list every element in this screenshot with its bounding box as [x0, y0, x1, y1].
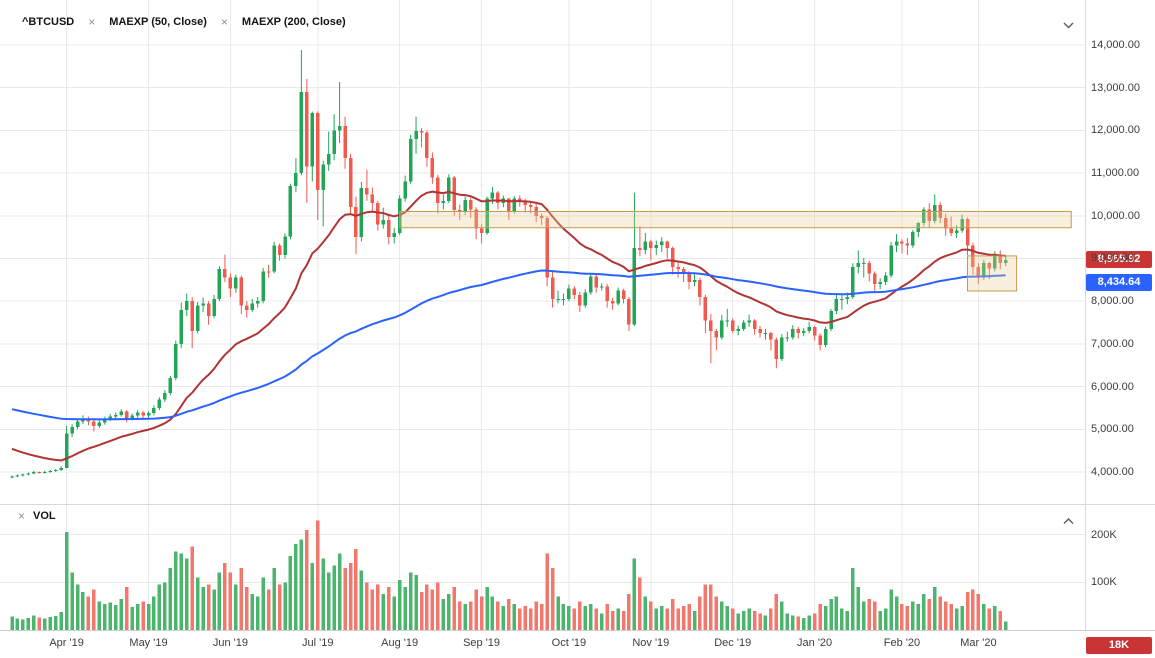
volume-bars[interactable]: [10, 520, 1008, 630]
volume-legend: × VOL: [18, 510, 56, 522]
time-axis-label: Mar '20: [960, 637, 997, 649]
price-axis-label: 14,000.00: [1091, 38, 1140, 51]
volume-axis-label: 100K: [1091, 576, 1117, 589]
time-axis-label: Dec '19: [714, 637, 752, 649]
time-axis-label: Sep '19: [463, 637, 501, 649]
volume-indicator-label[interactable]: VOL: [33, 510, 56, 522]
chevron-down-icon[interactable]: [1061, 18, 1075, 32]
pane-separator[interactable]: [0, 504, 1155, 505]
price-axis-label: 6,000.00: [1091, 380, 1134, 393]
time-axis-label: Feb '20: [883, 637, 921, 649]
close-icon[interactable]: ×: [220, 15, 228, 29]
time-axis-label: Aug '19: [381, 637, 419, 649]
maexp50-value-badge: 8,965.92: [1086, 251, 1152, 269]
main-grid: [0, 0, 1085, 505]
price-axis-label: 9,000.00: [1091, 252, 1134, 265]
volume-axis-label: 200K: [1091, 528, 1117, 541]
rectangle-drawing[interactable]: [399, 210, 1072, 229]
main-price-pane[interactable]: [0, 0, 1085, 505]
chevron-up-icon[interactable]: [1061, 514, 1075, 528]
price-axis-label: 10,000.00: [1091, 209, 1140, 222]
time-axis-separator: [0, 630, 1155, 631]
maexp200-value-badge: 8,434.64: [1086, 274, 1152, 292]
main-legend: ^BTCUSD × MAEXP (50, Close) × MAEXP (200…: [22, 16, 346, 28]
time-axis-label: Jun '19: [212, 637, 248, 649]
ema-line-50[interactable]: [11, 190, 1006, 462]
volume-pane[interactable]: [0, 505, 1085, 630]
close-icon[interactable]: ×: [88, 15, 96, 29]
last-volume-badge: 18K: [1086, 637, 1152, 654]
time-axis-label: Oct '19: [551, 637, 587, 649]
rectangle-drawing[interactable]: [967, 255, 1018, 292]
time-axis-label: May '19: [129, 637, 168, 649]
indicator-label-maexp200[interactable]: MAEXP (200, Close): [241, 16, 346, 28]
time-axis-label: Apr '19: [49, 637, 84, 649]
ema-line-200[interactable]: [11, 269, 1006, 421]
time-axis-label: Jan '20: [797, 637, 833, 649]
price-axis-label: 4,000.00: [1091, 466, 1134, 479]
symbol-label[interactable]: ^BTCUSD: [22, 16, 75, 28]
price-axis-label: 12,000.00: [1091, 124, 1140, 137]
indicator-label-maexp50[interactable]: MAEXP (50, Close): [109, 16, 207, 28]
time-axis-label: Nov '19: [632, 637, 670, 649]
price-axis-label: 11,000.00: [1091, 167, 1140, 180]
price-axis-label: 5,000.00: [1091, 423, 1134, 436]
price-axis-label: 13,000.00: [1091, 81, 1140, 94]
close-icon[interactable]: ×: [18, 509, 26, 523]
price-axis-label: 7,000.00: [1091, 337, 1134, 350]
price-axis-separator: [1085, 0, 1086, 630]
candlestick-series[interactable]: [10, 91, 1008, 478]
time-axis-label: Jul '19: [302, 637, 334, 649]
price-axis-label: 8,000.00: [1091, 295, 1134, 308]
